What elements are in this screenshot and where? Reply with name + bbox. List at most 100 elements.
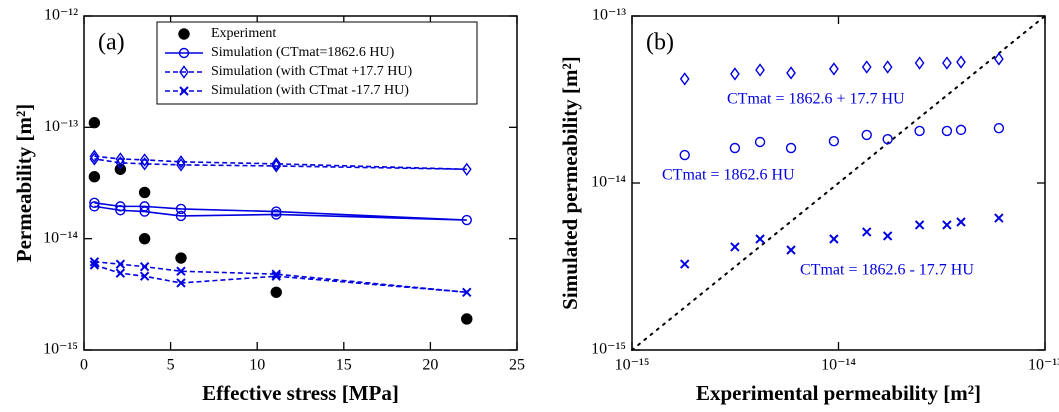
marker — [178, 47, 190, 59]
marker — [942, 56, 952, 70]
x-axis-label: Effective stress [MPa] — [202, 381, 399, 405]
marker — [88, 117, 101, 129]
marker — [956, 55, 966, 69]
x-tick-label: 0 — [80, 357, 88, 374]
marker — [89, 260, 100, 270]
marker — [861, 60, 872, 74]
y-tick-label: 10⁻¹⁴ — [43, 229, 78, 246]
marker — [461, 162, 472, 176]
marker-stroke — [956, 217, 966, 227]
marker-stroke — [994, 213, 1004, 223]
marker — [271, 157, 282, 171]
x-tick-label: 10 — [249, 357, 265, 374]
marker — [138, 232, 151, 245]
marker — [139, 153, 150, 167]
marker — [271, 271, 281, 281]
legend-label: Simulation (with CTmat -17.7 HU) — [211, 83, 409, 98]
marker — [680, 259, 690, 269]
marker — [271, 269, 281, 279]
marker — [829, 62, 839, 76]
marker — [175, 203, 187, 215]
marker — [115, 259, 126, 269]
marker — [956, 217, 966, 227]
marker — [882, 231, 893, 241]
y-tick-label: 10⁻¹² — [44, 7, 78, 24]
marker — [754, 136, 766, 148]
y-axis-label: Simulated permeability [m²] — [558, 56, 582, 310]
marker — [755, 63, 765, 77]
annotation: CTmat = 1862.6 HU — [662, 167, 795, 184]
x-tick-label: 5 — [167, 357, 175, 374]
y-tick-label: 10⁻¹⁴ — [591, 174, 626, 191]
marker-stroke — [89, 260, 100, 270]
marker — [89, 257, 100, 267]
marker — [176, 155, 186, 169]
marker — [679, 72, 690, 86]
marker — [115, 268, 126, 278]
marker-stroke — [680, 259, 690, 269]
marker-stroke — [882, 231, 893, 241]
marker — [786, 245, 796, 255]
marker — [176, 278, 186, 288]
marker — [115, 152, 126, 166]
reference-line — [631, 15, 1046, 351]
marker — [942, 220, 952, 230]
marker — [994, 213, 1004, 223]
marker-stroke — [179, 86, 189, 96]
marker — [993, 122, 1005, 134]
marker — [115, 205, 126, 216]
marker — [882, 133, 893, 145]
marker — [139, 261, 150, 272]
marker — [271, 206, 282, 217]
legend-label: Simulation (with CTmat +17.7 HU) — [211, 64, 412, 79]
marker — [88, 171, 101, 183]
marker — [829, 234, 839, 244]
marker — [730, 242, 740, 252]
marker — [89, 152, 100, 166]
marker-stroke — [914, 220, 925, 230]
marker-stroke — [730, 242, 740, 252]
marker — [785, 142, 797, 154]
marker — [861, 129, 872, 141]
marker-stroke — [829, 234, 839, 244]
x-tick-label: 20 — [422, 357, 438, 374]
marker-stroke — [786, 245, 796, 255]
marker — [882, 60, 893, 74]
marker-stroke — [462, 287, 472, 297]
marker — [461, 214, 472, 226]
legend-label: Simulation (CTmat=1862.6 HU) — [211, 45, 395, 60]
marker — [89, 149, 100, 163]
y-tick-label: 10⁻¹³ — [44, 118, 78, 135]
marker-stroke — [139, 271, 150, 281]
annotation: CTmat = 1862.6 + 17.7 HU — [727, 91, 905, 108]
series-line — [94, 202, 467, 221]
marker — [914, 220, 925, 230]
marker — [175, 252, 187, 264]
y-axis-label: Permeability [m²] — [12, 104, 36, 262]
marker-stroke — [115, 259, 126, 269]
panel-title: (b) — [646, 30, 674, 56]
plot-frame — [83, 15, 518, 351]
marker — [730, 67, 740, 81]
marker — [828, 135, 840, 147]
marker — [462, 287, 472, 297]
marker — [139, 271, 150, 281]
marker-stroke — [271, 269, 281, 279]
marker — [755, 234, 765, 244]
marker — [862, 227, 872, 237]
marker — [115, 201, 126, 212]
marker — [914, 125, 925, 137]
x-tick-label: 10⁻¹³ — [1028, 357, 1059, 374]
series-line — [94, 260, 467, 294]
marker — [914, 56, 925, 70]
marker — [941, 125, 953, 137]
marker — [178, 28, 190, 40]
marker — [955, 124, 967, 136]
y-tick-label: 10⁻¹⁵ — [591, 341, 626, 358]
marker — [679, 149, 690, 161]
marker — [115, 156, 126, 170]
marker-stroke — [139, 261, 150, 272]
marker-stroke — [115, 268, 126, 278]
